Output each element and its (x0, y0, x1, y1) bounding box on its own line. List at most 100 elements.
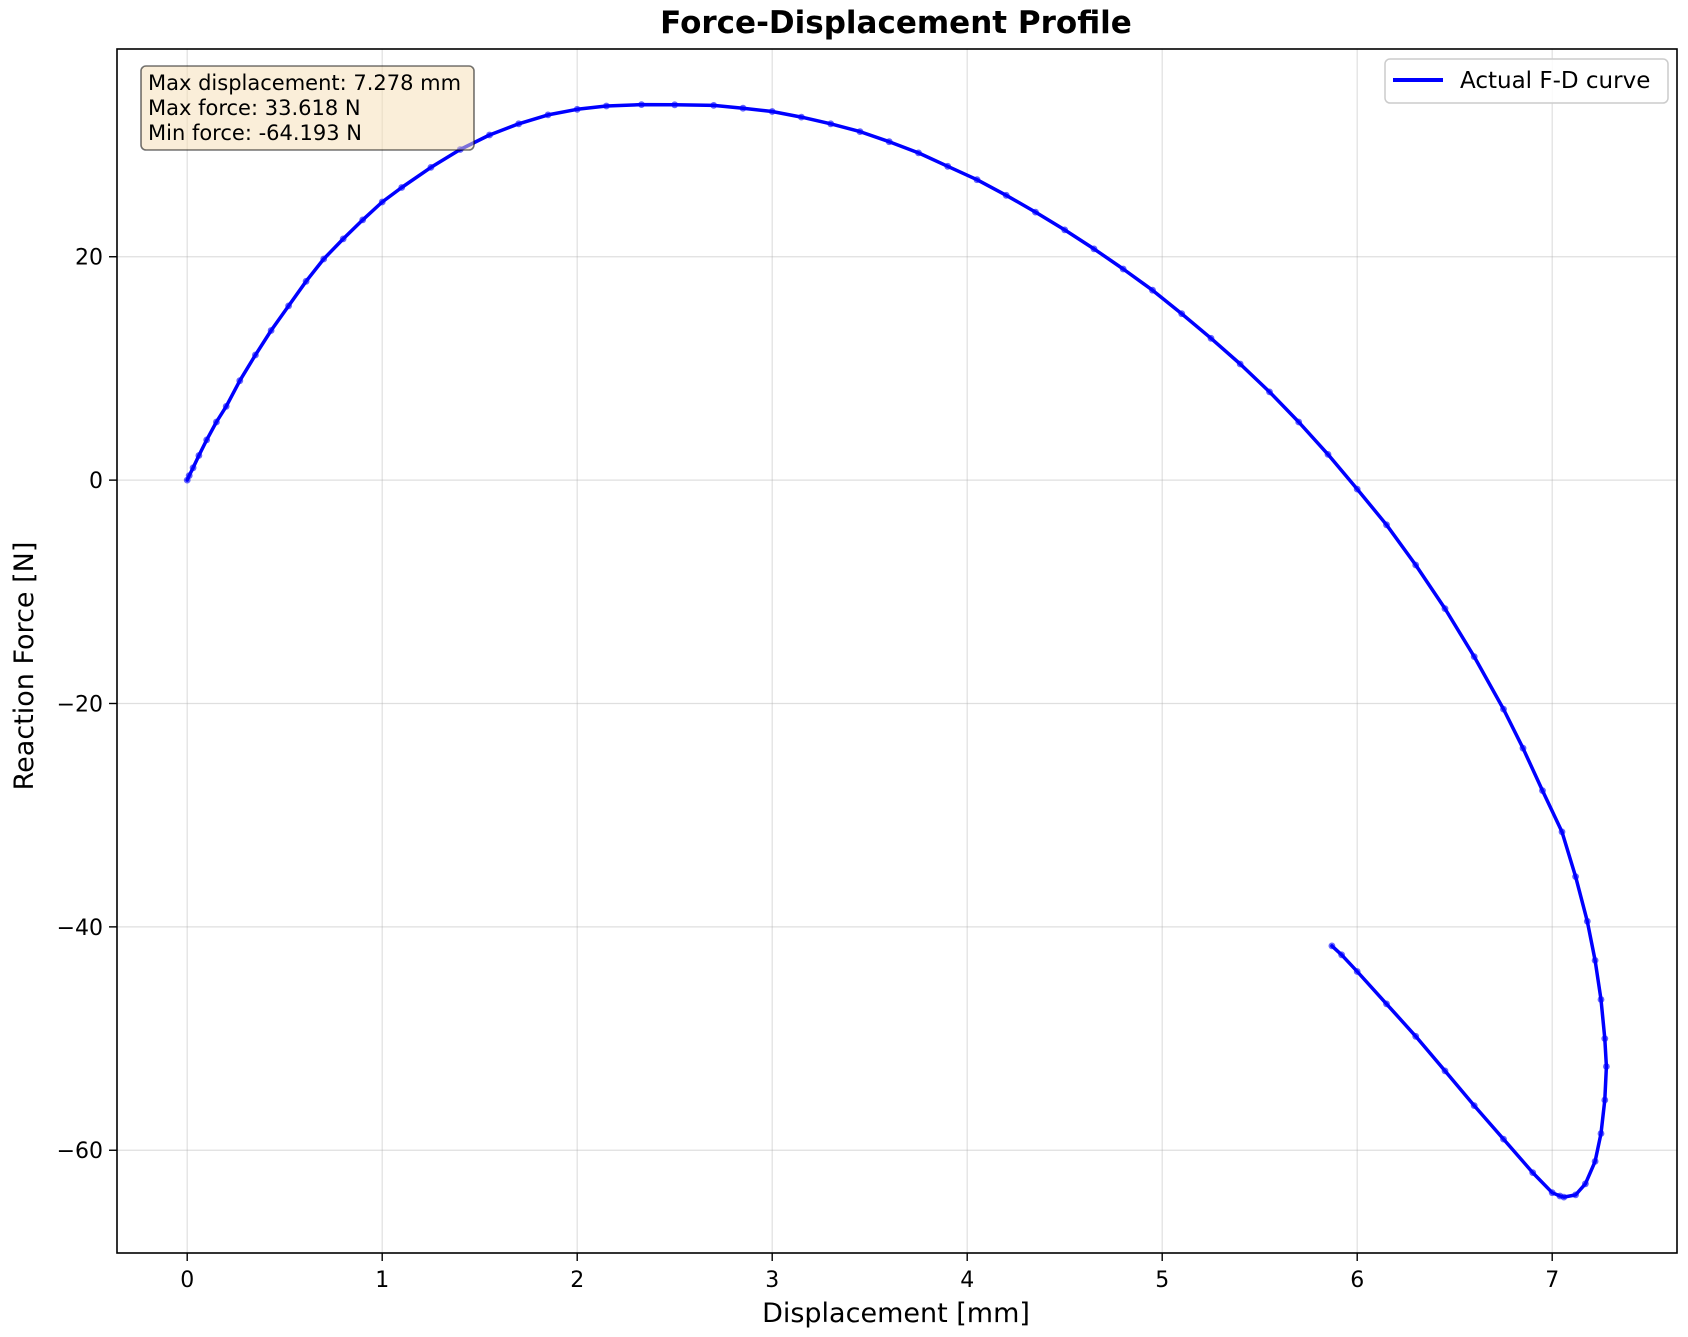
data-point (1236, 360, 1244, 368)
legend: Actual F-D curve (1384, 58, 1669, 104)
data-point (1529, 1169, 1537, 1176)
plot-frame (116, 48, 1678, 1254)
data-point (856, 128, 864, 136)
series-line (185, 102, 1609, 1199)
data-point (1548, 1189, 1556, 1197)
data-point (195, 452, 203, 459)
y-tick-label: −20 (57, 692, 103, 717)
data-point (203, 436, 211, 444)
y-tick-label: 20 (75, 246, 103, 271)
data-point (603, 102, 610, 110)
data-point (285, 302, 292, 310)
stats-annotation-box: Max displacement: 7.278 mm Max force: 33… (140, 65, 475, 151)
annotation-min-force: Min force: -64.193 N (148, 121, 362, 145)
data-point (515, 120, 523, 128)
data-point (1032, 208, 1039, 216)
x-tick-label: 0 (180, 1268, 194, 1293)
x-tick-label: 7 (1545, 1268, 1559, 1293)
annotation-background (140, 65, 475, 151)
data-point (1572, 873, 1579, 880)
data-point (213, 418, 220, 426)
x-tick-label: 4 (960, 1268, 974, 1293)
data-point (1556, 1192, 1564, 1200)
data-point (185, 472, 193, 479)
legend-entry-label: Actual F-D curve (1460, 68, 1650, 94)
data-point (544, 111, 552, 119)
data-point (1601, 1096, 1609, 1104)
data-point (1412, 1032, 1420, 1040)
data-point (1412, 561, 1420, 569)
y-axis-label: Reaction Force [N] (9, 542, 40, 791)
data-point (1383, 521, 1390, 529)
data-point (1441, 1067, 1449, 1075)
x-tick-label: 2 (570, 1268, 584, 1293)
data-point (1178, 310, 1186, 318)
data-point (1470, 1102, 1478, 1109)
data-point (973, 176, 981, 184)
data-point (1002, 191, 1010, 199)
data-point (1558, 828, 1566, 836)
data-point (1500, 705, 1507, 713)
data-point (1149, 286, 1156, 294)
data-point (1383, 1000, 1390, 1008)
data-point (236, 377, 244, 385)
x-axis-label: Displacement [mm] (762, 1298, 1030, 1329)
data-point (1324, 451, 1332, 458)
data-point (1119, 265, 1127, 273)
data-point (1591, 1158, 1599, 1165)
series-layer (183, 101, 1610, 1201)
data-point (486, 131, 493, 139)
y-tick-label: 0 (89, 469, 103, 494)
data-point (378, 198, 386, 206)
data-point (222, 403, 230, 410)
data-point (768, 108, 776, 115)
y-tick-label: −40 (57, 916, 103, 941)
data-point (302, 277, 310, 285)
data-point (671, 101, 679, 109)
chart-title: Force-Displacement Profile (660, 5, 1132, 41)
data-point (1591, 957, 1599, 964)
data-point (1597, 1130, 1605, 1137)
x-tick-label: 6 (1350, 1268, 1364, 1293)
annotation-max-force: Max force: 33.618 N (148, 96, 361, 120)
data-point (1582, 1180, 1589, 1188)
legend-box (1384, 58, 1669, 104)
data-point (885, 138, 893, 146)
data-point (827, 120, 835, 128)
data-point (320, 255, 328, 263)
data-point (1572, 1191, 1579, 1199)
data-point (252, 351, 259, 359)
data-point (1090, 245, 1098, 253)
data-point (1295, 418, 1303, 426)
data-point (739, 104, 747, 112)
data-point (1470, 653, 1478, 660)
data-point (267, 327, 275, 334)
data-point (339, 235, 347, 243)
data-point (1207, 334, 1215, 342)
data-point (1601, 1035, 1609, 1042)
data-point (398, 184, 406, 191)
x-tick-label: 5 (1155, 1268, 1169, 1293)
data-point (710, 102, 718, 109)
data-point (1597, 996, 1605, 1003)
data-point (1500, 1135, 1507, 1143)
annotation-max-displacement: Max displacement: 7.278 mm (148, 71, 461, 95)
data-point (1266, 388, 1273, 396)
data-point (1441, 605, 1449, 612)
data-point (798, 113, 805, 121)
data-point (1338, 951, 1345, 959)
data-point (1539, 787, 1546, 794)
grid (117, 49, 1677, 1253)
x-tick-label: 1 (375, 1268, 389, 1293)
data-point (915, 149, 922, 157)
data-point (1353, 968, 1361, 975)
x-tick-label: 3 (765, 1268, 779, 1293)
data-point (638, 101, 645, 108)
data-point (1353, 485, 1361, 493)
y-tick-label: −60 (57, 1139, 103, 1164)
data-point (1328, 942, 1336, 950)
axis-ticks: 0 1 2 3 4 5 6 7 −60 −40 −20 0 20 (57, 246, 1560, 1293)
data-point (1583, 917, 1591, 925)
data-point (1603, 1063, 1610, 1070)
